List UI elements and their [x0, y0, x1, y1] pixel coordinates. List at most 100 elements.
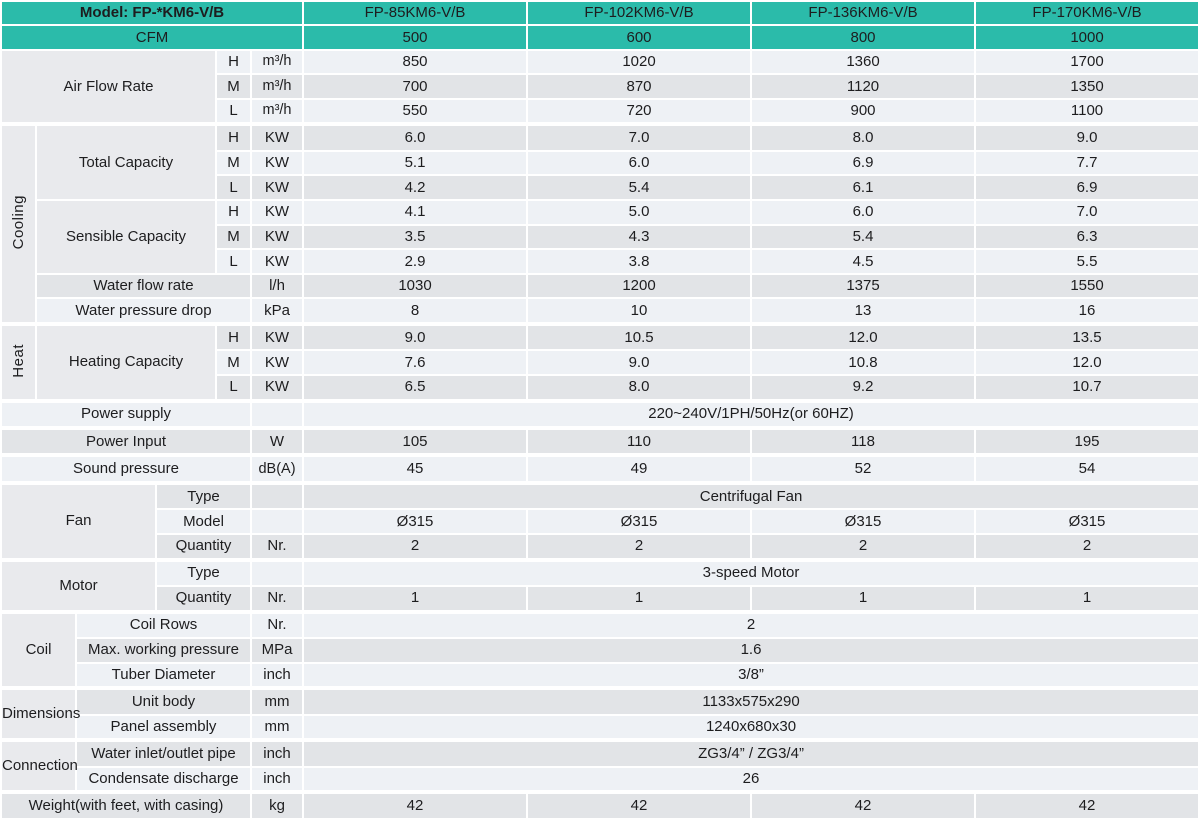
- 42: 42: [752, 792, 975, 818]
- 8-0: 8.0: [528, 375, 751, 399]
- 7-7: 7.7: [976, 151, 1199, 175]
- table-row: Quantity Nr. 2 2 2 2: [2, 534, 1199, 558]
- kpa: kPa: [252, 299, 303, 322]
- table-row: Water pressure drop kPa 8 10 13 16: [2, 299, 1199, 322]
- 2: 2: [304, 534, 527, 558]
- coil-rows: Coil Rows: [77, 611, 250, 638]
- 1200: 1200: [528, 274, 751, 298]
- condensate-discharge: Condensate discharge: [77, 767, 250, 791]
- cfm-value-3: 800: [752, 26, 975, 49]
- table-row: Water flow rate l/h 1030 1200 1375 1550: [2, 274, 1199, 298]
- table-row: Model Ø315 Ø315 Ø315 Ø315: [2, 510, 1199, 533]
- water-inlet-outlet-pipe: Water inlet/outlet pipe: [77, 740, 250, 766]
- 5-5: 5.5: [976, 250, 1199, 273]
- kw: KW: [252, 351, 303, 374]
- 6-9: 6.9: [976, 176, 1199, 199]
- inch: inch: [252, 740, 303, 766]
- 315: Ø315: [976, 510, 1199, 533]
- empty-cell: [252, 400, 303, 427]
- unit-body: Unit body: [77, 688, 250, 714]
- 2-9: 2.9: [304, 250, 527, 273]
- vertical-section-label: Heat: [9, 343, 27, 378]
- l: L: [217, 250, 250, 273]
- heating-capacity: Heating Capacity: [37, 323, 215, 399]
- heat: Heat: [2, 323, 35, 399]
- table-row: Power supply 220~240V/1PH/50Hz(or 60HZ): [2, 400, 1199, 427]
- 3-speed-motor: 3-speed Motor: [304, 559, 1199, 586]
- 26: 26: [304, 767, 1199, 791]
- 12-0: 12.0: [752, 323, 975, 350]
- 8-0: 8.0: [752, 124, 975, 150]
- vertical-section-label: Cooling: [9, 195, 27, 250]
- 3-8: 3.8: [528, 250, 751, 273]
- table-row: Panel assembly mm 1240x680x30: [2, 715, 1199, 739]
- l: L: [217, 176, 250, 199]
- 16: 16: [976, 299, 1199, 322]
- 870: 870: [528, 75, 751, 98]
- table-row: Sensible Capacity H KW 4.1 5.0 6.0 7.0: [2, 200, 1199, 273]
- sensible-capacity: Sensible Capacity: [37, 200, 215, 273]
- 6-0: 6.0: [528, 151, 751, 175]
- 1375: 1375: [752, 274, 975, 298]
- 3-5: 3.5: [304, 225, 527, 249]
- 1133x575x290: 1133x575x290: [304, 688, 1199, 714]
- quantity: Quantity: [157, 534, 250, 558]
- table-row: Motor Type 3-speed Motor: [2, 559, 1199, 610]
- model-column-4: FP-170KM6-V/B: [976, 2, 1199, 25]
- empty-cell: [252, 482, 303, 509]
- cooling: Cooling: [2, 124, 35, 322]
- kw: KW: [252, 200, 303, 224]
- 1: 1: [976, 587, 1199, 610]
- h: H: [217, 124, 250, 150]
- 9-0: 9.0: [304, 323, 527, 350]
- 6-3: 6.3: [976, 225, 1199, 249]
- table-row: Tuber Diameter inch 3/8”: [2, 663, 1199, 687]
- 42: 42: [976, 792, 1199, 818]
- l: L: [217, 99, 250, 123]
- cfm-value-4: 1000: [976, 26, 1199, 49]
- kw: KW: [252, 176, 303, 199]
- h: H: [217, 200, 250, 224]
- sound-pressure: Sound pressure: [2, 455, 250, 481]
- 4-5: 4.5: [752, 250, 975, 273]
- model-column-3: FP-136KM6-V/B: [752, 2, 975, 25]
- db-a: dB(A): [252, 455, 303, 481]
- 9-0: 9.0: [528, 351, 751, 374]
- m-h: m³/h: [252, 50, 303, 74]
- power-input: Power Input: [2, 428, 250, 454]
- 10: 10: [528, 299, 751, 322]
- table-row: Fan Type Centrifugal Fan: [2, 482, 1199, 558]
- 1-6: 1.6: [304, 639, 1199, 662]
- 3-8: 3/8”: [304, 663, 1199, 687]
- table-row: Dimensions Unit body mm 1133x575x290: [2, 688, 1199, 739]
- kw: KW: [252, 323, 303, 350]
- 5-4: 5.4: [528, 176, 751, 199]
- 1030: 1030: [304, 274, 527, 298]
- table-row: CFM 500 600 800 1000: [2, 26, 1199, 49]
- 1: 1: [528, 587, 751, 610]
- m-h: m³/h: [252, 99, 303, 123]
- 220-240v-1ph-50hz-or-60hz: 220~240V/1PH/50Hz(or 60HZ): [304, 400, 1199, 427]
- tuber-diameter: Tuber Diameter: [77, 663, 250, 687]
- cfm-value-1: 500: [304, 26, 527, 49]
- power-supply: Power supply: [2, 400, 250, 427]
- total-capacity: Total Capacity: [37, 124, 215, 199]
- 1: 1: [752, 587, 975, 610]
- 10-7: 10.7: [976, 375, 1199, 399]
- 1240x680x30: 1240x680x30: [304, 715, 1199, 739]
- 49: 49: [528, 455, 751, 481]
- model-column-2: FP-102KM6-V/B: [528, 2, 751, 25]
- panel-assembly: Panel assembly: [77, 715, 250, 739]
- inch: inch: [252, 767, 303, 791]
- 12-0: 12.0: [976, 351, 1199, 374]
- h: H: [217, 50, 250, 74]
- 1020: 1020: [528, 50, 751, 74]
- w: W: [252, 428, 303, 454]
- 9-2: 9.2: [752, 375, 975, 399]
- type: Type: [157, 482, 250, 509]
- kw: KW: [252, 151, 303, 175]
- l: L: [217, 375, 250, 399]
- table-row: Condensate discharge inch 26: [2, 767, 1199, 791]
